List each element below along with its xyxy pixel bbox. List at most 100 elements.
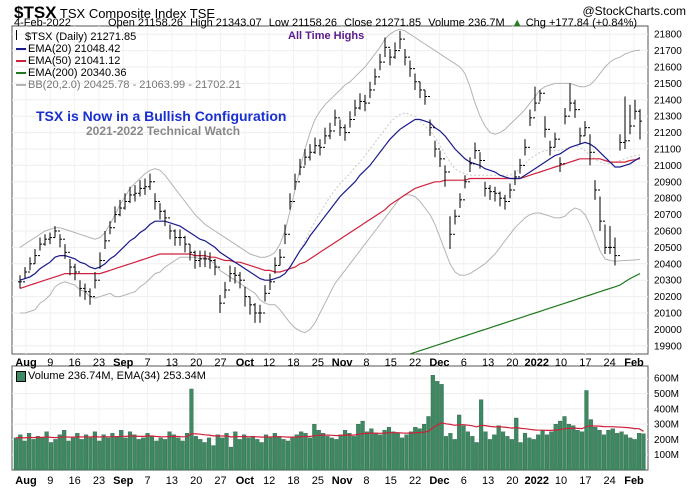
price-x-tick-label: Nov [332, 357, 354, 369]
price-x-tick-label: 20 [190, 357, 202, 369]
price-tick-label: 20100 [654, 309, 682, 320]
price-x-tick-label: 8 [363, 357, 369, 369]
low-value: 21158.26 [291, 17, 338, 29]
price-tick-label: 20700 [654, 210, 682, 221]
volume-bar [66, 440, 71, 471]
volume-bar [408, 431, 413, 471]
volume-tick-label: 500M [654, 389, 679, 400]
price-axis-ticks: 19900 20000 20100 20200 20300 20400 20500 20600… [654, 30, 682, 353]
price-tick-label: 20200 [654, 292, 682, 303]
volume-bar [487, 439, 492, 471]
volume-swatch-icon [16, 370, 26, 382]
volume-bar [259, 442, 264, 471]
volume-bar [422, 423, 427, 471]
volume-x-tick-label: 25 [312, 475, 324, 487]
legend-price: $TSX (Daily) 21271.85 [16, 30, 241, 43]
volume-x-tick-label: 13 [482, 475, 494, 487]
volume-bar [417, 428, 422, 471]
volume-bar [101, 434, 106, 471]
volume-bar [562, 416, 567, 471]
ema20-swatch-icon [16, 48, 26, 51]
volume-x-tick-label: 15 [385, 475, 397, 487]
volume-bar [176, 437, 181, 471]
ema50-swatch-icon [16, 60, 26, 63]
price-x-tick-label: 7 [145, 357, 151, 369]
volume-bar [400, 437, 405, 471]
volume-bar [250, 436, 255, 471]
volume-bar [242, 434, 247, 471]
volume-bar [294, 434, 299, 471]
volume-x-tick-label: Sep [113, 475, 133, 487]
volume-bar [527, 437, 532, 471]
price-x-tick-label: 23 [93, 357, 105, 369]
volume-bar [601, 434, 607, 471]
volume-bar [35, 436, 40, 471]
price-x-tick-label: 16 [69, 357, 81, 369]
price-grid [12, 26, 648, 354]
volume-x-tick-label: Nov [332, 475, 354, 487]
volume-legend: Volume 236.74M, EMA(34) 253.34M [16, 370, 206, 382]
volume-bar [615, 433, 620, 471]
volume-tick-label: 400M [654, 404, 679, 415]
volume-bar [641, 433, 646, 471]
price-tick-label: 20500 [654, 243, 682, 254]
legend-price-text: $TSX (Daily) 21271.85 [25, 31, 137, 43]
legend-ema20: EMA(20) 21048.42 [16, 43, 241, 55]
price-x-tick-label: 10 [555, 357, 567, 369]
volume-bar [584, 390, 589, 471]
volume-bar [145, 433, 150, 471]
price-tick-label: 20800 [654, 194, 682, 205]
index-name: TSX Composite Index [59, 6, 187, 21]
close-value: 21271.85 [375, 17, 422, 29]
price-x-tick-label: Feb [624, 357, 644, 369]
volume-bar [549, 431, 554, 471]
volume-bar [198, 439, 203, 471]
volume-bar [202, 442, 207, 471]
volume-bar [167, 431, 172, 471]
quote-date: 4-Feb-2022 [14, 17, 71, 29]
volume-bar [474, 442, 479, 471]
volume-bar [588, 419, 593, 471]
volume-bar [465, 431, 470, 471]
volume-bar [443, 436, 449, 471]
price-tick-label: 19900 [654, 341, 682, 352]
volume-ema-line [15, 422, 644, 439]
volume-bar [237, 439, 242, 471]
volume-label: Volume [428, 17, 465, 29]
price-x-axis-labels: Aug 9 16 23 Sep 7 13 20 27 Oct 12 18 25 Nov 8 15 22 Dec 6 1… [15, 357, 644, 369]
price-x-tick-label: 9 [47, 357, 53, 369]
volume-bar [382, 430, 387, 471]
volume-bar [132, 434, 137, 471]
volume-bar [136, 439, 141, 471]
volume-bar [110, 433, 115, 471]
price-tick-label: 21600 [654, 63, 682, 74]
volume-x-tick-label: 24 [604, 475, 616, 487]
volume-value: 236.7M [468, 17, 505, 29]
volume-bar [13, 437, 18, 471]
price-tick-label: 20300 [654, 276, 682, 287]
chg-arrow-icon: ▲ [511, 17, 523, 29]
volume-bar [84, 434, 89, 471]
volume-bar [501, 431, 506, 471]
ohlc-bars [18, 30, 642, 323]
volume-bar [505, 436, 510, 471]
volume-bar [492, 434, 497, 471]
volume-bar [343, 430, 348, 471]
ema20-line [19, 118, 641, 281]
volume-bar [189, 388, 194, 471]
volume-bar [303, 433, 308, 471]
volume-bar [566, 423, 571, 471]
volume-bar [571, 425, 576, 471]
volume-bar [461, 425, 466, 471]
volume-bar [27, 433, 32, 471]
volume-x-tick-label: 17 [579, 475, 591, 487]
volume-bar [18, 434, 23, 471]
volume-bar [193, 436, 198, 471]
volume-bar [540, 430, 545, 471]
volume-bar [518, 442, 523, 471]
chart-title: $TSX TSX Composite Index TSE [14, 3, 215, 23]
legend-ema200-text: EMA(200) 20340.36 [28, 67, 127, 79]
volume-bar [628, 437, 633, 471]
volume-x-tick-label: 7 [145, 475, 151, 487]
volume-legend-text: Volume 236.74M, EMA(34) 253.34M [28, 370, 206, 382]
